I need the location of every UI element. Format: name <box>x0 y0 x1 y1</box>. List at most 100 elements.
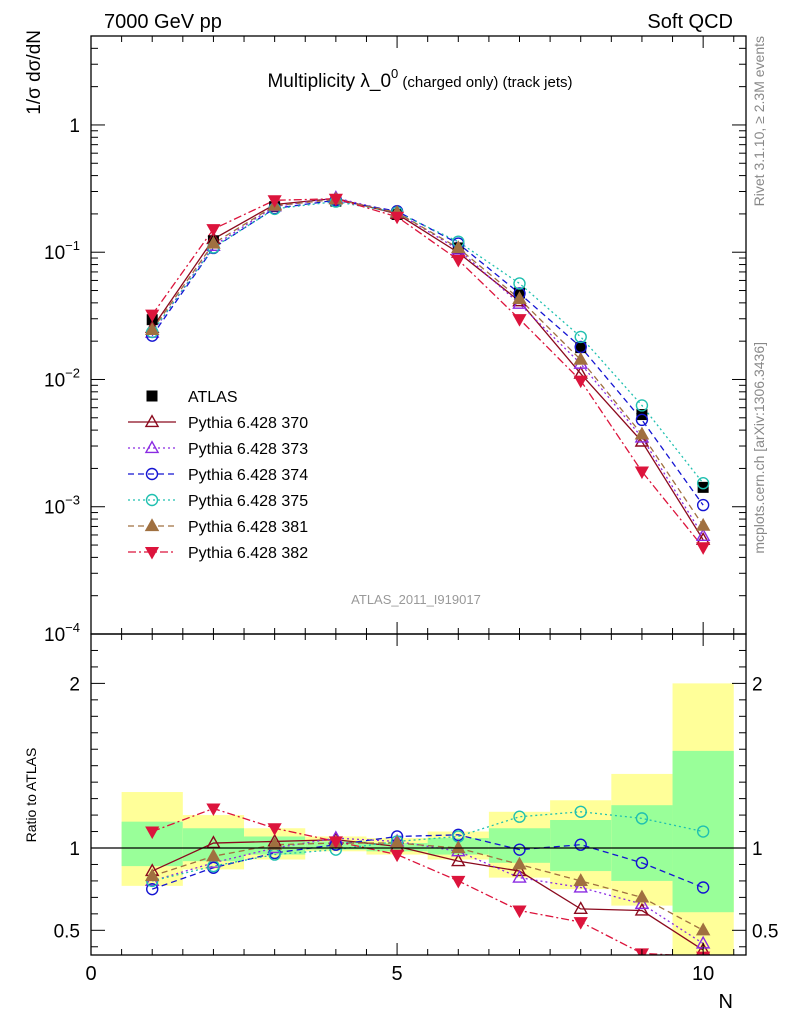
top-series-line-6 <box>151 198 704 548</box>
plot-frames <box>90 35 747 956</box>
top-point-6-5 <box>389 211 405 225</box>
top-point-3-10 <box>696 498 710 512</box>
bottom-point-4-8 <box>573 873 588 887</box>
bottom-point-4-1 <box>144 868 160 882</box>
top-series-line-1 <box>151 197 704 541</box>
bottom-point-4-7 <box>512 856 527 870</box>
bottom-series-line-3 <box>152 811 704 882</box>
bottom-y-axis-label: Ratio to ATLAS <box>23 748 39 843</box>
rivet-label: Rivet 3.1.10, ≥ 2.3M events <box>751 36 767 206</box>
top-series-line-2 <box>151 197 704 537</box>
legend-marker-4 <box>145 493 159 507</box>
top-point-5-9 <box>634 426 650 440</box>
top-y-tick-label-3: 10−3 <box>44 493 80 519</box>
top-point-4-10 <box>696 477 710 490</box>
chart-text: 7000 GeV pp Soft QCD Rivet 3.1.10, ≥ 2.3… <box>23 11 767 1013</box>
legend-marker-0 <box>146 390 158 402</box>
tick-base: 10 <box>44 243 65 264</box>
series-lines <box>151 197 704 955</box>
tick-exponent: −2 <box>65 365 80 380</box>
bottom-point-3-10 <box>696 825 710 838</box>
uncertainty-bands <box>121 683 734 955</box>
bottom-series-line-2 <box>152 834 704 890</box>
top-point-4-9 <box>635 399 649 412</box>
bottom-y-tick-label-left-1: 1 <box>69 839 80 860</box>
top-y-axis-label: 1/σ dσ/dN <box>24 30 45 115</box>
tick-base: 10 <box>44 498 65 519</box>
top-point-5-7 <box>512 291 527 304</box>
bottom-frame <box>90 633 747 956</box>
bottom-point-2-10 <box>696 881 710 894</box>
chart-title-main: Multiplicity λ_0 <box>267 71 391 92</box>
top-y-tick-label-2: 10−2 <box>44 365 80 391</box>
bottom-point-1-7 <box>512 869 527 883</box>
bottom-series-markers <box>144 803 711 955</box>
bottom-point-2-1 <box>146 882 159 896</box>
bottom-point-4-2 <box>206 848 221 862</box>
legend: ATLAS Pythia 6.428 370 Pythia 6.428 373 Pyt… <box>128 389 308 562</box>
top-point-5-8 <box>573 351 588 365</box>
legend-marker-6 <box>144 546 160 560</box>
top-point-6-6 <box>451 254 466 268</box>
top-y-tick-label-1: 10−1 <box>44 238 80 264</box>
legend-label-0: ATLAS <box>188 389 238 406</box>
bottom-point-5-5 <box>389 849 405 863</box>
top-point-5-2 <box>206 235 221 249</box>
bottom-point-5-1 <box>145 826 160 840</box>
legend-marker-3 <box>145 467 159 481</box>
top-point-5-10 <box>695 517 711 531</box>
bottom-y-tick-label-left-0: 0.5 <box>54 921 80 942</box>
bottom-point-1-9 <box>634 896 650 910</box>
bottom-series-line-0 <box>151 839 704 951</box>
chart-title: Multiplicity λ_00 (charged only) (track … <box>267 66 572 92</box>
tick-base: 10 <box>44 370 65 391</box>
top-point-5-1 <box>144 322 160 336</box>
bottom-series-line-4 <box>152 842 704 931</box>
top-point-1-9 <box>634 433 650 447</box>
top-point-0-10 <box>697 481 709 493</box>
top-point-6-1 <box>145 309 160 323</box>
top-point-4-8 <box>574 330 587 344</box>
x-tick-label-2: 10 <box>692 963 714 985</box>
bottom-y-tick-label-right-1: 1 <box>752 839 763 860</box>
series-markers <box>144 190 711 955</box>
bottom-point-0-9 <box>634 902 650 916</box>
top-point-6-2 <box>206 224 221 237</box>
header-left: 7000 GeV pp <box>104 11 222 33</box>
top-series-line-5 <box>151 198 704 527</box>
legend-marker-2 <box>144 440 160 454</box>
bottom-point-5-7 <box>512 905 527 919</box>
green-band-8 <box>550 820 612 872</box>
bottom-point-5-8 <box>573 917 588 930</box>
bottom-point-2-9 <box>635 856 649 870</box>
chart-title-sup: 0 <box>391 66 398 81</box>
bottom-point-5-4 <box>328 836 343 849</box>
legend-label-5: Pythia 6.428 381 <box>188 519 308 536</box>
header-right: Soft QCD <box>647 11 733 33</box>
bottom-point-4-6 <box>451 840 466 854</box>
bottom-point-0-6 <box>451 853 466 867</box>
bottom-series-lines <box>151 807 704 955</box>
bottom-point-4-3 <box>267 836 282 850</box>
top-point-6-10 <box>696 542 711 555</box>
tick-base: 1 <box>69 116 80 137</box>
watermark: ATLAS_2011_I919017 <box>351 592 481 607</box>
top-point-6-7 <box>512 314 527 327</box>
bottom-point-5-3 <box>267 823 282 836</box>
top-point-6-9 <box>634 466 650 480</box>
bottom-point-2-8 <box>574 838 587 851</box>
bottom-point-5-2 <box>206 803 221 817</box>
bottom-series-line-5 <box>151 807 685 955</box>
legend-label-1: Pythia 6.428 370 <box>188 415 308 432</box>
bottom-series-line-1 <box>152 837 704 945</box>
bottom-y-tick-label-right-0: 0.5 <box>752 921 778 942</box>
bottom-y-tick-label-left-2: 2 <box>69 674 80 695</box>
tick-exponent: −4 <box>65 620 80 635</box>
top-point-3-9 <box>635 413 649 427</box>
legend-label-6: Pythia 6.428 382 <box>188 545 308 562</box>
top-series-line-4 <box>151 200 704 484</box>
top-point-4-7 <box>513 277 526 290</box>
x-tick-label-1: 5 <box>392 963 403 985</box>
